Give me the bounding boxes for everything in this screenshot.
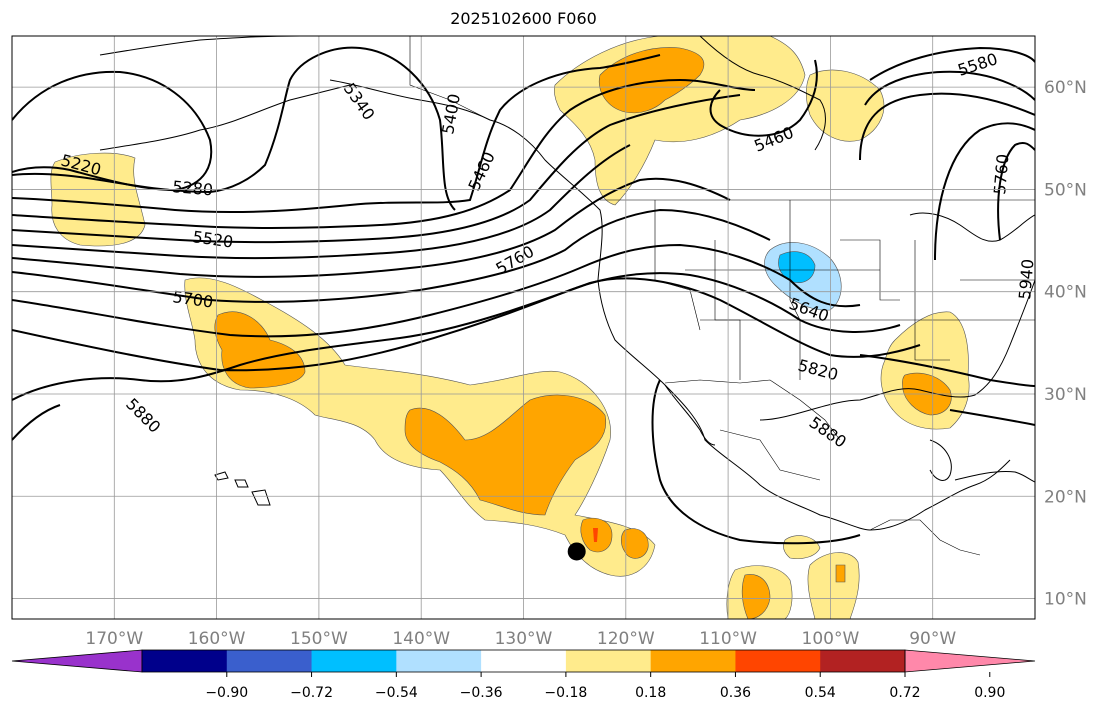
border-states-1 bbox=[654, 200, 701, 331]
colorbar-frame bbox=[141, 649, 906, 673]
contour-line bbox=[651, 379, 861, 545]
contour-line bbox=[949, 409, 1035, 426]
colorbar-tick-label: 0.54 bbox=[805, 685, 836, 701]
latitude-label: 20°N bbox=[1044, 487, 1087, 507]
longitude-label: 150°W bbox=[290, 629, 348, 649]
island-hawaii-3 bbox=[251, 489, 271, 506]
contour-line bbox=[12, 54, 661, 214]
fill-region-central-america-core3 bbox=[835, 564, 846, 583]
map-frame bbox=[11, 35, 1036, 620]
coast-hudson bbox=[699, 36, 826, 151]
island-hawaii-2 bbox=[234, 479, 249, 488]
colorbar-segment bbox=[565, 650, 652, 672]
colorbar-segment bbox=[481, 650, 567, 672]
fill-region-pacific-core-south2 bbox=[620, 528, 649, 559]
coast-alaska-north bbox=[99, 36, 301, 56]
colorbar-tick-label: −0.54 bbox=[375, 685, 418, 701]
political-borders bbox=[409, 36, 1035, 556]
colorbar-extend-low bbox=[11, 649, 143, 673]
colorbar-segment bbox=[142, 650, 228, 672]
colorbar-segment bbox=[820, 650, 906, 672]
fill-region-central-america-1 bbox=[783, 535, 821, 559]
contour-line bbox=[12, 243, 861, 338]
border-alaska-canada bbox=[409, 36, 491, 121]
coast-cuba bbox=[954, 471, 1035, 483]
colorbar-segment bbox=[396, 650, 482, 672]
contour-line bbox=[12, 404, 61, 441]
contour-label: 5940 bbox=[1015, 258, 1037, 300]
colorbar-segment bbox=[226, 650, 313, 672]
fill-region-cyan bbox=[778, 251, 816, 283]
coast-alaska-south bbox=[99, 84, 351, 151]
latitude-label: 50°N bbox=[1044, 180, 1087, 200]
contour-line bbox=[12, 70, 213, 192]
longitude-label: 140°W bbox=[392, 629, 450, 649]
contour-line bbox=[12, 46, 456, 211]
contour-line bbox=[859, 92, 1035, 161]
colorbar-tick-label: −0.18 bbox=[544, 685, 587, 701]
border-us-mexico bbox=[664, 379, 841, 441]
map-title: 2025102600 F060 bbox=[450, 9, 597, 28]
contour-line bbox=[12, 144, 631, 260]
latitude-label: 60°N bbox=[1044, 78, 1087, 98]
border-states-7 bbox=[914, 240, 950, 361]
border-mexico-states bbox=[719, 429, 821, 481]
contour-line bbox=[934, 122, 1035, 261]
latitude-labels: 10°N 20°N 30°N 40°N 50°N 60°N bbox=[1044, 78, 1087, 609]
colorbar-tick-label: −0.72 bbox=[290, 685, 333, 701]
latitude-label: 40°N bbox=[1044, 283, 1087, 303]
contour-line bbox=[12, 277, 921, 401]
contour-line bbox=[12, 78, 756, 230]
coast-gulf bbox=[759, 279, 1035, 421]
shaded-field bbox=[50, 36, 970, 619]
contour-line bbox=[997, 141, 1035, 241]
contour-line bbox=[12, 94, 741, 244]
longitude-label: 90°W bbox=[909, 629, 956, 649]
longitude-label: 120°W bbox=[597, 629, 655, 649]
contour-label: 5280 bbox=[172, 177, 214, 199]
height-contours bbox=[12, 46, 1035, 545]
longitude-label: 160°W bbox=[188, 629, 246, 649]
contour-label: 5760 bbox=[990, 153, 1012, 195]
contour-line bbox=[869, 46, 1035, 81]
colorbar-segment bbox=[311, 650, 397, 672]
colorbar-tick-label: 0.18 bbox=[635, 685, 666, 701]
contour-line bbox=[859, 354, 1035, 387]
latitude-label: 30°N bbox=[1044, 385, 1087, 405]
contour-line bbox=[12, 272, 901, 372]
longitude-label: 110°W bbox=[699, 629, 757, 649]
contour-line bbox=[709, 59, 818, 137]
contour-line bbox=[12, 208, 771, 303]
black-dot-marker bbox=[567, 542, 586, 561]
fill-region-central-america-3 bbox=[807, 552, 860, 619]
colorbar-tick-label: 0.72 bbox=[889, 685, 920, 701]
colorbar-segment bbox=[650, 650, 736, 672]
colorbar-tick-label: −0.36 bbox=[460, 685, 503, 701]
colorbar-tick-label: 0.90 bbox=[974, 685, 1005, 701]
border-states-3 bbox=[789, 200, 801, 380]
longitude-labels: 170°W 160°W 150°W 140°W 130°W 120°W 110°W 100°W… bbox=[85, 629, 956, 649]
latitude-label: 10°N bbox=[1044, 590, 1087, 610]
fill-region-red-spot bbox=[593, 528, 598, 542]
coast-great-lakes bbox=[909, 212, 1035, 242]
colorbar-segment bbox=[735, 650, 821, 672]
contour-line bbox=[12, 177, 731, 278]
longitude-label: 170°W bbox=[85, 629, 143, 649]
longitude-label: 100°W bbox=[802, 629, 860, 649]
longitude-label: 130°W bbox=[495, 629, 553, 649]
colorbar-extend-high bbox=[904, 649, 1036, 673]
colorbar-tick-label: 0.36 bbox=[720, 685, 751, 701]
colorbar-tick-label: −0.90 bbox=[205, 685, 248, 701]
border-central-america bbox=[869, 519, 981, 556]
fill-region-central-america-core bbox=[741, 574, 771, 619]
coast-yucatan bbox=[929, 439, 952, 481]
coast-baja bbox=[664, 384, 716, 446]
graticule bbox=[12, 36, 1035, 619]
